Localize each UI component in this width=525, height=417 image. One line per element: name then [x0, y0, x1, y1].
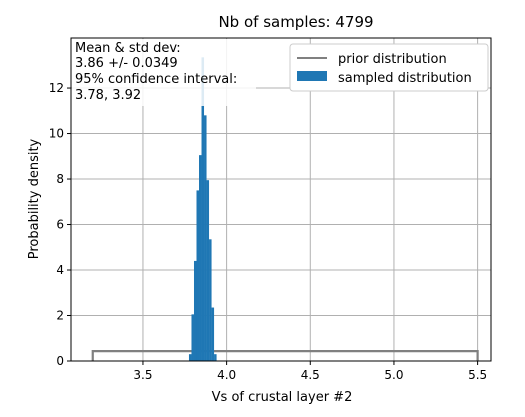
histogram-bar: [209, 239, 212, 361]
sampled-distribution-series: [188, 57, 217, 362]
legend-sampled-swatch: [297, 71, 327, 81]
histogram-bar: [204, 115, 207, 361]
y-axis-label: Probability density: [27, 138, 42, 259]
stats-annotation-line: 3.86 +/- 0.0349: [75, 56, 178, 71]
y-tick-label: 4: [56, 263, 64, 277]
histogram-bar: [191, 314, 194, 361]
legend-sampled-label: sampled distribution: [338, 71, 472, 86]
chart-title: Nb of samples: 4799: [218, 13, 373, 31]
y-tick-label: 6: [56, 218, 64, 232]
stats-annotation-line: Mean & std dev:: [75, 41, 181, 56]
x-axis-label: Vs of crustal layer #2: [212, 390, 353, 405]
stats-annotation-line: 3.78, 3.92: [75, 88, 141, 103]
y-tick-label: 8: [56, 172, 64, 186]
legend-prior-label: prior distribution: [338, 52, 447, 67]
x-tick-label: 5.0: [384, 368, 403, 382]
x-tick-label: 5.5: [468, 368, 487, 382]
y-tick-label: 12: [49, 81, 64, 95]
histogram-bar: [188, 354, 192, 361]
plot-frame: [70, 37, 492, 362]
histogram-bar: [211, 307, 215, 361]
y-tick-label: 0: [56, 354, 64, 368]
prior-distribution-line: [91, 350, 479, 361]
x-tick-label: 3.5: [133, 368, 152, 382]
histogram-bar: [196, 190, 200, 361]
x-tick-label: 4.5: [301, 368, 320, 382]
histogram-bar: [201, 57, 205, 362]
stats-annotation-box: [72, 39, 256, 106]
stats-annotation: Mean & std dev: 3.86 +/- 0.0349 95% conf…: [72, 39, 256, 106]
y-axis: 0 2 4 6 8 10 12: [49, 81, 71, 368]
histogram-bar: [214, 354, 217, 361]
legend: prior distribution sampled distribution: [289, 43, 489, 92]
y-tick-label: 2: [56, 309, 64, 323]
x-axis: 3.5 4.0 4.5 5.0 5.5: [133, 361, 487, 382]
stats-annotation-line: 95% confidence interval:: [75, 72, 237, 87]
y-tick-label: 10: [49, 127, 64, 141]
histogram-bar: [206, 180, 210, 361]
legend-box: [289, 43, 489, 92]
histogram-bar: [193, 260, 197, 361]
prior-distribution-series: [91, 350, 479, 361]
x-tick-label: 4.0: [217, 368, 236, 382]
histogram-bar: [199, 155, 202, 361]
